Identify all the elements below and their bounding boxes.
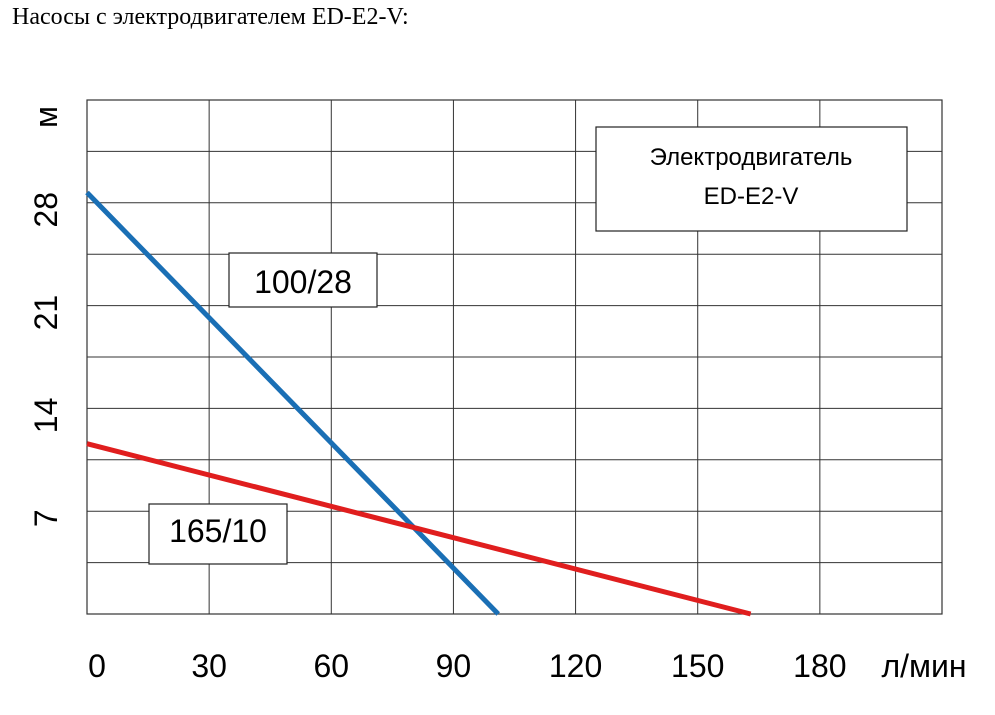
x-axis-unit-label: л/мин <box>881 648 966 684</box>
x-tick-label: 30 <box>191 648 227 684</box>
page-heading: Насосы с электродвигателем ED-E2-V: <box>12 4 409 30</box>
x-tick-label: 150 <box>671 648 724 684</box>
x-tick-label: 120 <box>549 648 602 684</box>
y-tick-label: 7 <box>28 509 64 527</box>
motor-box-line-1: Электродвигатель <box>650 144 853 171</box>
motor-box-line-2: ED-E2-V <box>704 183 799 210</box>
y-tick-label: 21 <box>28 295 64 331</box>
chart-series <box>85 190 752 617</box>
x-tick-label: 60 <box>313 648 349 684</box>
x-tick-label: 0 <box>88 648 106 684</box>
y-axis-unit-label: м <box>28 106 64 128</box>
series-label-100-28: 100/28 <box>228 252 378 308</box>
series-line-0 <box>85 190 501 616</box>
chart-grid <box>86 99 943 615</box>
y-axis-ticks: 7 14 21 28 <box>28 192 64 527</box>
x-tick-label: 90 <box>436 648 472 684</box>
y-tick-label: 14 <box>28 398 64 434</box>
x-axis-ticks: 0 30 60 90 120 150 180 <box>88 648 846 684</box>
series-line-1 <box>86 441 752 617</box>
x-tick-label: 180 <box>793 648 846 684</box>
motor-info-box: Электродвигатель ED-E2-V <box>595 126 908 232</box>
series-label-100-28-text: 100/28 <box>254 264 352 300</box>
series-label-165-10: 165/10 <box>148 503 288 565</box>
plot-frame <box>86 99 943 615</box>
y-tick-label: 28 <box>28 192 64 228</box>
series-label-165-10-text: 165/10 <box>169 513 267 549</box>
